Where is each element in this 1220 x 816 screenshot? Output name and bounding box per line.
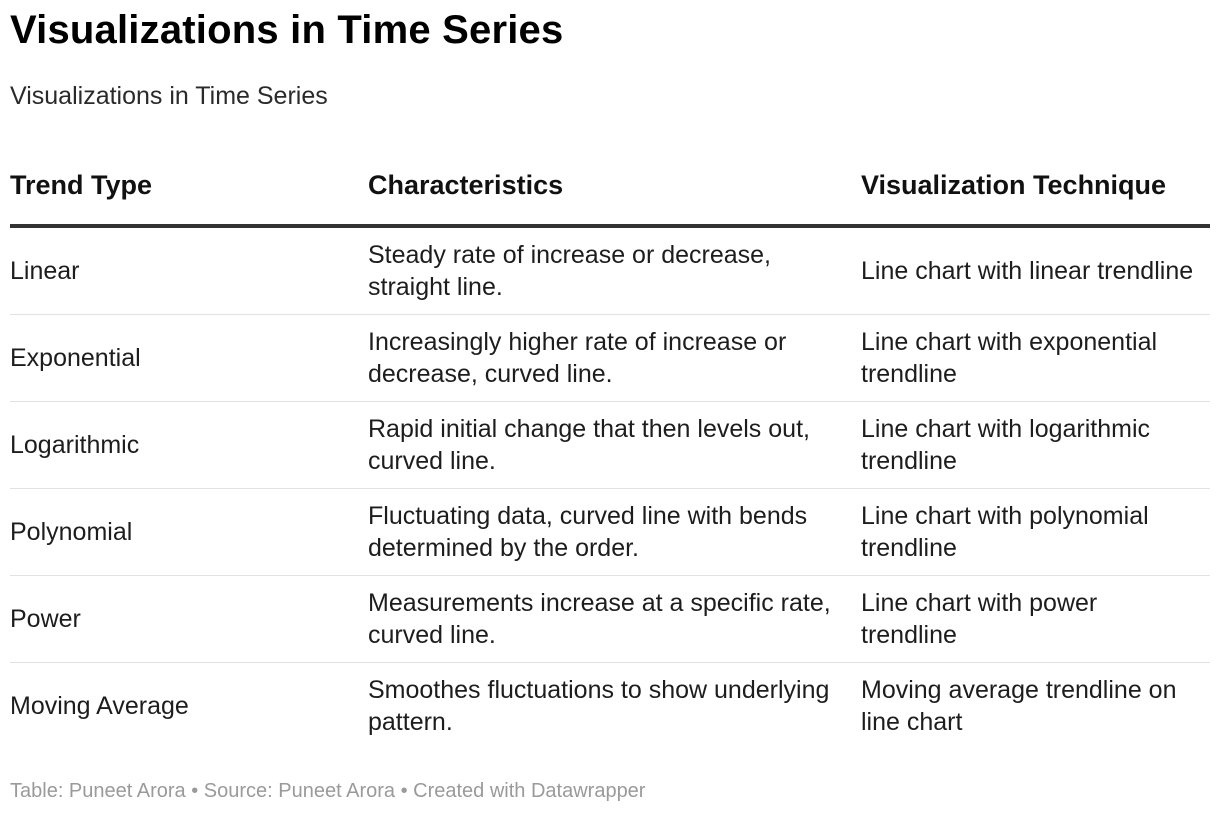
technique-cell: Line chart with linear trendline [861,226,1210,315]
trend-type-cell: Exponential [10,314,368,402]
characteristics-cell: Rapid initial change that then levels ou… [368,401,861,489]
technique-cell: Line chart with exponential trendline [861,314,1210,402]
trend-type-cell: Moving Average [10,692,189,720]
page-title: Visualizations in Time Series [10,8,564,52]
table-row: Exponential Increasingly higher rate of … [10,314,1210,402]
column-header-trend-type[interactable]: Trend Type [10,160,368,228]
characteristics-cell: Measurements increase at a specific rate… [368,575,861,663]
table-row: Polynomial Fluctuating data, curved line… [10,488,1210,576]
characteristics-cell: Smoothes fluctuations to show underlying… [368,676,830,736]
characteristics-cell: Increasingly higher rate of increase or … [368,314,861,402]
table-row: Moving Average Smoothes fluctuations to … [10,663,1210,750]
trend-type-cell: Power [10,575,368,663]
trend-type-cell: Polynomial [10,488,368,576]
table-row: Power Measurements increase at a specifi… [10,575,1210,663]
technique-cell: Line chart with power trendline [861,575,1210,663]
table-row: Linear Steady rate of increase or decrea… [10,226,1210,315]
technique-cell: Line chart with polynomial trendline [861,488,1210,576]
table-row: Logarithmic Rapid initial change that th… [10,401,1210,489]
table-header-row: Trend Type Characteristics Visualization… [10,160,1210,228]
characteristics-cell: Fluctuating data, curved line with bends… [368,488,861,576]
page-subtitle: Visualizations in Time Series [10,82,328,110]
trend-type-cell: Linear [10,226,368,315]
trend-table: Trend Type Characteristics Visualization… [10,160,1210,749]
technique-cell: Line chart with logarithmic trendline [861,401,1210,489]
column-header-visualization-technique[interactable]: Visualization Technique [861,160,1210,228]
characteristics-cell: Steady rate of increase or decrease, str… [368,226,861,315]
source-footer: Table: Puneet Arora • Source: Puneet Aro… [10,780,646,802]
column-header-characteristics[interactable]: Characteristics [368,160,861,228]
trend-type-cell: Logarithmic [10,401,368,489]
technique-cell: Moving average trendline on line chart [861,676,1177,736]
